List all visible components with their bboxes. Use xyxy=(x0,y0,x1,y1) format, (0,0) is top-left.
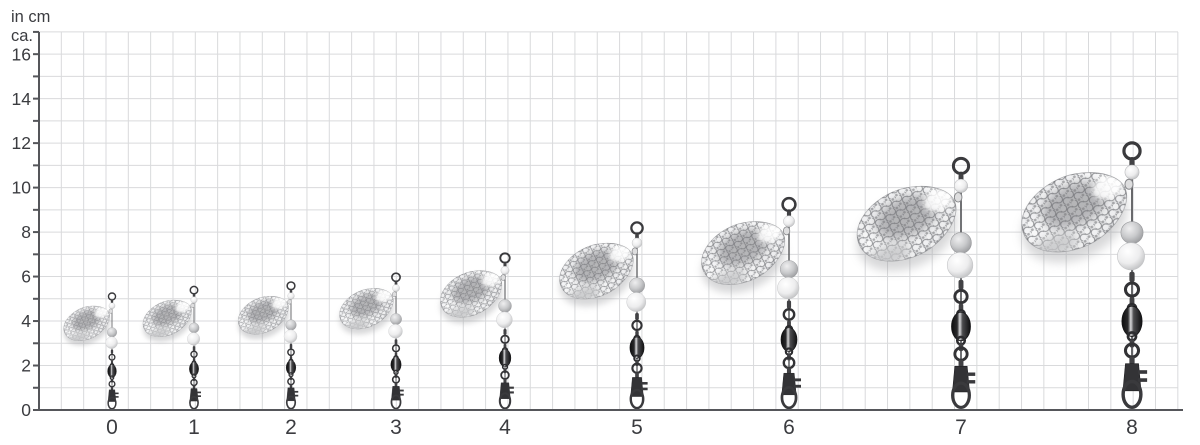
lures xyxy=(56,143,1147,409)
x-tick-label-6: 6 xyxy=(783,416,795,439)
grid xyxy=(39,31,1179,410)
lure-size-0 xyxy=(56,293,118,409)
y-tick-label-6: 6 xyxy=(21,267,31,287)
y-tick-label-16: 16 xyxy=(12,44,31,64)
y-tick-label-0: 0 xyxy=(21,400,31,420)
y-tick-label-10: 10 xyxy=(12,178,32,198)
y-tick-label-12: 12 xyxy=(12,133,31,153)
x-tick-label-5: 5 xyxy=(631,416,643,439)
lure-size-6 xyxy=(688,198,801,408)
x-tick-label-1: 1 xyxy=(188,416,200,439)
x-tick-label-2: 2 xyxy=(285,416,297,439)
x-tick-label-7: 7 xyxy=(955,416,967,439)
y-tick-label-2: 2 xyxy=(21,356,31,376)
x-tick-label-3: 3 xyxy=(390,416,402,439)
y-tick-label-14: 14 xyxy=(12,89,32,109)
lure-size-7 xyxy=(841,158,975,407)
lure-size-1 xyxy=(135,286,201,408)
lure-size-3 xyxy=(331,273,404,408)
y-axis-unit-label-line2: ca. xyxy=(11,27,33,45)
y-tick-label-4: 4 xyxy=(21,311,31,331)
lure-size-8 xyxy=(1005,143,1148,407)
x-tick-label-4: 4 xyxy=(499,416,511,439)
x-tick-label-8: 8 xyxy=(1126,416,1138,439)
x-tick-label-0: 0 xyxy=(106,416,118,439)
y-axis-unit-label-line1: in cm xyxy=(11,8,50,26)
y-tick-label-8: 8 xyxy=(21,222,31,242)
axes xyxy=(33,30,1183,411)
